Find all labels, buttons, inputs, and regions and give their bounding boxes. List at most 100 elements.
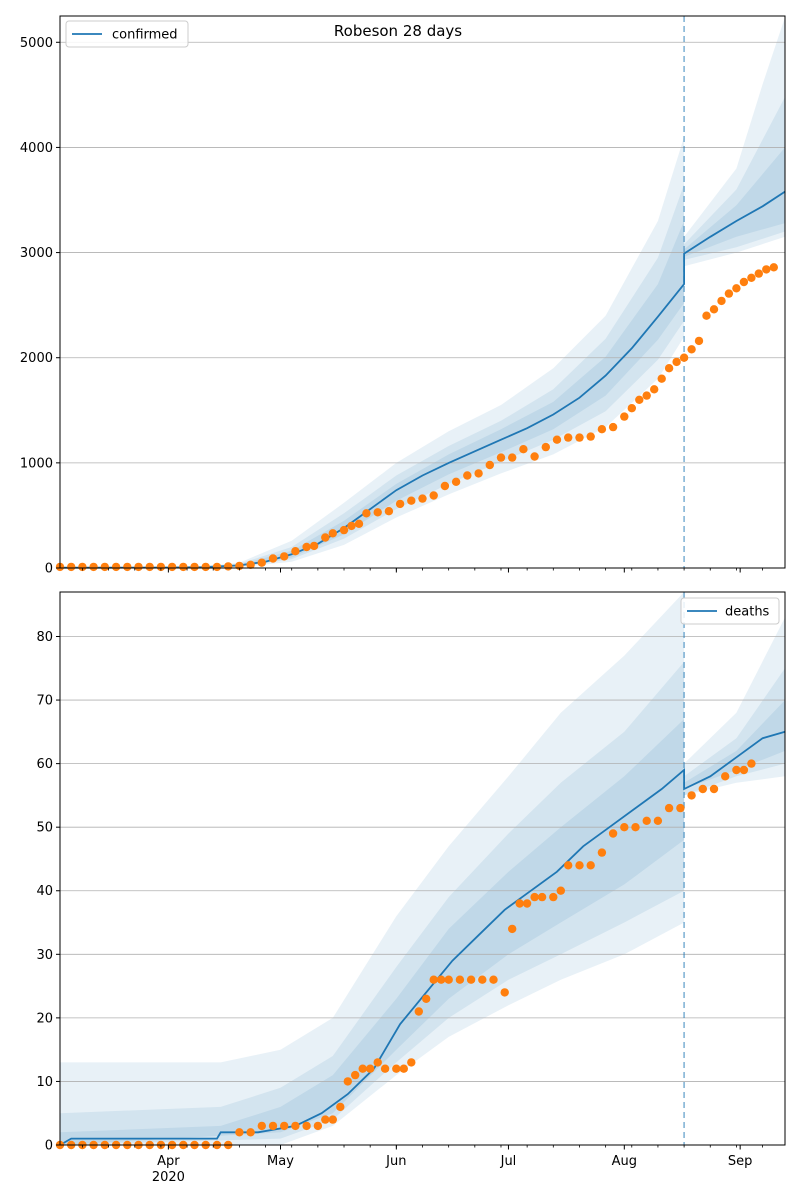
deaths-x-tick-label: Jun: [385, 1154, 406, 1169]
deaths-observed-point: [508, 924, 517, 934]
confirmed-observed-point: [642, 391, 651, 400]
deaths-y-tick-label: 40: [36, 884, 53, 899]
confirmed-band-1: [60, 97, 785, 568]
confirmed-legend-box: [65, 20, 189, 48]
deaths-observed-point: [500, 988, 509, 997]
confirmed-band-0: [60, 17, 785, 569]
confirmed-observed-point: [650, 385, 659, 394]
deaths-y-tick-label: 20: [36, 1011, 53, 1026]
confirmed-observed-point: [67, 562, 76, 572]
deaths-band-0: [60, 592, 785, 1145]
confirmed-observed-point: [89, 562, 98, 572]
deaths-legend-box: [680, 597, 780, 625]
deaths-observed-point: [235, 1128, 244, 1137]
deaths-observed-point: [721, 772, 730, 781]
confirmed-panel: 0 1000 2000 3000 4000 5000 Robeson 28 days co…: [20, 15, 786, 577]
deaths-legend-label: deaths: [725, 605, 770, 620]
deaths-observed-point: [399, 1064, 408, 1073]
confirmed-observed-point: [530, 452, 539, 461]
confirmed-observed-point: [747, 273, 756, 282]
deaths-observed-point: [549, 892, 558, 902]
deaths-band-2: [60, 700, 785, 1145]
confirmed-observed-point: [739, 277, 749, 287]
deaths-band-1: [60, 661, 785, 1145]
deaths-observed-point: [530, 892, 539, 902]
confirmed-observed-point: [145, 562, 154, 572]
confirmed-observed-point: [78, 562, 87, 572]
confirmed-y-tick-label: 1000: [20, 456, 53, 471]
confirmed-observed-point: [541, 442, 550, 452]
deaths-observed-point: [414, 1007, 423, 1016]
deaths-observed-point: [268, 1121, 278, 1131]
deaths-observed-point: [429, 975, 438, 984]
deaths-uncertainty-bands: [60, 592, 785, 1145]
confirmed-observed-point: [732, 284, 741, 293]
confirmed-observed-point: [440, 481, 450, 491]
confirmed-observed-point: [111, 562, 121, 572]
confirmed-observed-point: [575, 433, 584, 442]
confirmed-observed-point: [190, 562, 199, 572]
confirmed-observed-point: [268, 554, 278, 563]
deaths-y-tick-label: 70: [36, 694, 53, 709]
deaths-model-line-group: [59, 730, 786, 1146]
confirmed-observed-point: [657, 374, 666, 383]
confirmed-observed-point: [586, 432, 595, 441]
deaths-observed-point: [556, 886, 565, 895]
confirmed-observed-point: [620, 412, 629, 421]
deaths-observed-point: [597, 848, 607, 857]
deaths-y-tick-label: 50: [36, 821, 53, 836]
confirmed-observed-point: [321, 533, 330, 542]
deaths-x-tick-label: Jul: [500, 1154, 517, 1169]
confirmed-observed-point: [717, 296, 726, 306]
deaths-observed-point: [437, 975, 446, 984]
confirmed-observed-point: [627, 404, 636, 413]
deaths-x-year-label: 2020: [152, 1170, 185, 1185]
confirmed-observed-point: [429, 491, 438, 500]
deaths-observed-point: [336, 1102, 345, 1112]
confirmed-observed-point: [474, 469, 483, 478]
confirmed-observed-point: [291, 547, 300, 556]
confirmed-observed-point: [384, 507, 394, 516]
deaths-observed-point: [687, 791, 696, 800]
deaths-observed-point: [522, 899, 532, 908]
deaths-y-tick-label: 30: [36, 948, 53, 963]
confirmed-observed-point: [395, 499, 405, 509]
confirmed-observed-point: [463, 471, 472, 480]
deaths-observed-point: [620, 823, 629, 832]
confirmed-observed-point: [134, 562, 143, 572]
deaths-observed-point: [351, 1070, 360, 1080]
deaths-observed-point: [422, 994, 431, 1003]
deaths-x-tick-label: Sep: [728, 1154, 753, 1169]
confirmed-observed-point: [354, 519, 364, 528]
deaths-observed-point: [537, 892, 547, 902]
confirmed-observed-point: [280, 552, 289, 561]
confirmed-x-axis-ticks: [82, 568, 763, 573]
deaths-observed-point: [380, 1064, 390, 1073]
confirmed-observed-points: [55, 263, 778, 572]
confirmed-observed-point: [451, 477, 461, 486]
deaths-observed-point: [739, 765, 749, 775]
deaths-observed-point: [564, 861, 573, 870]
confirmed-observed-point: [672, 357, 681, 367]
chart-title: Robeson 28 days: [334, 22, 462, 40]
deaths-x-tick-label: Apr: [157, 1154, 180, 1169]
confirmed-observed-point: [769, 263, 778, 272]
confirmed-observed-point: [552, 435, 562, 444]
confirmed-observed-point: [100, 562, 110, 572]
deaths-observed-point: [280, 1121, 289, 1131]
deaths-observed-point: [257, 1121, 266, 1131]
deaths-observed-point: [343, 1077, 352, 1086]
deaths-observed-point: [709, 784, 719, 794]
confirmed-observed-point: [687, 345, 696, 354]
deaths-observed-point: [631, 823, 640, 832]
confirmed-observed-point: [724, 289, 734, 298]
confirmed-observed-point: [485, 460, 494, 470]
confirmed-observed-point: [167, 562, 177, 572]
deaths-observed-point: [392, 1064, 401, 1073]
deaths-y-tick-label: 60: [36, 757, 53, 772]
